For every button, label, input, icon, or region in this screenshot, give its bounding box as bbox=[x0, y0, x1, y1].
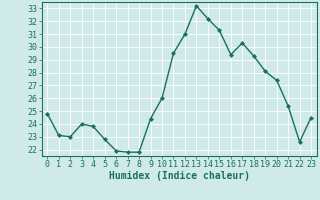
X-axis label: Humidex (Indice chaleur): Humidex (Indice chaleur) bbox=[109, 171, 250, 181]
